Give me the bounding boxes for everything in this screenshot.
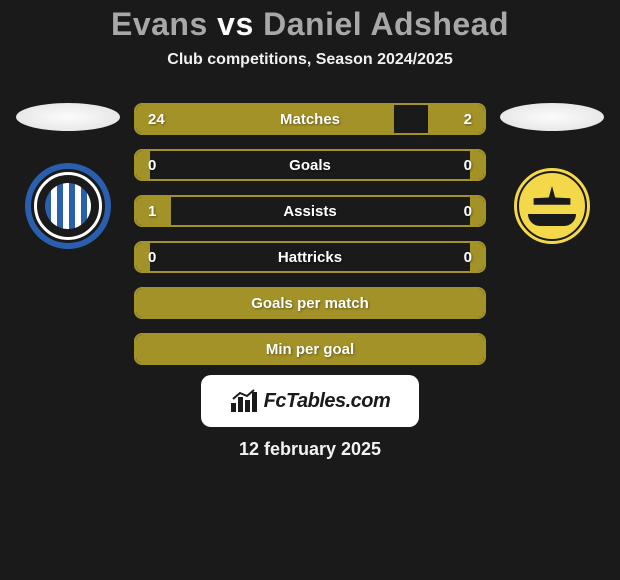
left-column [8,103,128,249]
comparison-row: 24Matches20Goals01Assists00Hattricks0Goa… [0,103,620,365]
stat-label: Hattricks [182,249,438,266]
stat-value-right: 0 [438,203,484,220]
stat-value-left: 24 [136,111,182,128]
stat-label: Matches [182,111,438,128]
player1-name: Evans [111,6,208,42]
club-crest-halifax [25,163,111,249]
stat-label: Goals [182,157,438,174]
stat-label: Assists [182,203,438,220]
chart-icon [230,389,258,413]
stat-label: Min per goal [182,341,438,358]
stat-row: 0Goals0 [134,149,486,181]
stat-value-left: 1 [136,203,182,220]
stat-row: 1Assists0 [134,195,486,227]
stat-label: Goals per match [182,295,438,312]
brand-badge[interactable]: FcTables.com [201,375,419,427]
stat-value-right: 2 [438,111,484,128]
right-column [492,103,612,249]
stat-value-right: 0 [438,157,484,174]
stat-row: Min per goal [134,333,486,365]
player2-avatar-placeholder [500,103,604,131]
player1-avatar-placeholder [16,103,120,131]
page-title: Evans vs Daniel Adshead [111,6,509,43]
stat-value-right: 0 [438,249,484,266]
club-crest-boston [509,163,595,249]
player2-name: Daniel Adshead [263,6,509,42]
brand-text: FcTables.com [264,390,391,413]
stats-list: 24Matches20Goals01Assists00Hattricks0Goa… [134,103,486,365]
stat-row: Goals per match [134,287,486,319]
subtitle: Club competitions, Season 2024/2025 [167,51,452,69]
stat-row: 24Matches2 [134,103,486,135]
vs-text: vs [217,6,254,42]
stat-value-left: 0 [136,157,182,174]
stat-row: 0Hattricks0 [134,241,486,273]
stat-value-left: 0 [136,249,182,266]
date-text: 12 february 2025 [239,439,381,460]
